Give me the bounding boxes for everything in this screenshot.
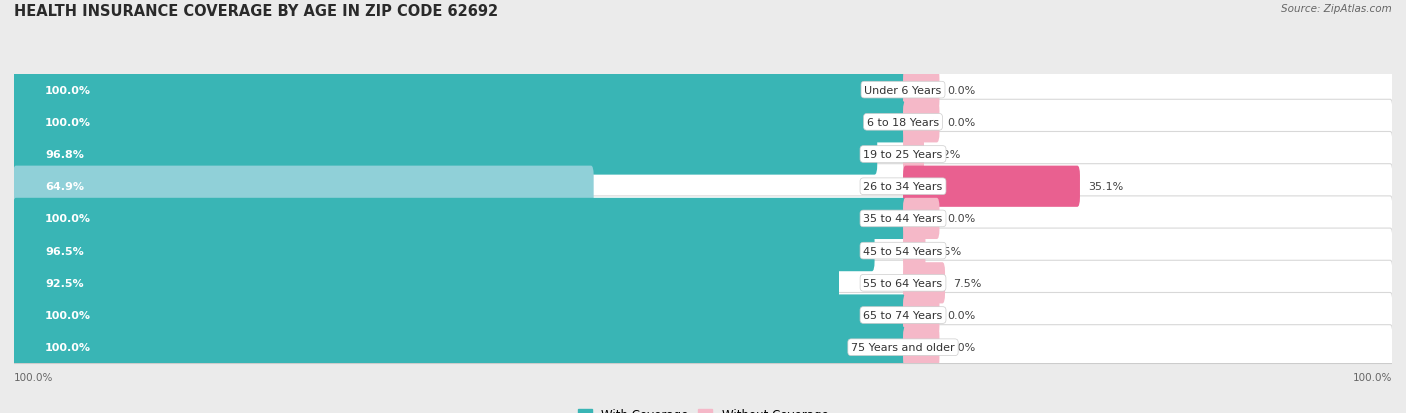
- FancyBboxPatch shape: [13, 295, 905, 336]
- FancyBboxPatch shape: [13, 68, 1393, 113]
- FancyBboxPatch shape: [903, 230, 925, 272]
- FancyBboxPatch shape: [13, 166, 593, 207]
- FancyBboxPatch shape: [903, 295, 939, 336]
- FancyBboxPatch shape: [903, 102, 939, 143]
- FancyBboxPatch shape: [13, 327, 905, 368]
- Text: HEALTH INSURANCE COVERAGE BY AGE IN ZIP CODE 62692: HEALTH INSURANCE COVERAGE BY AGE IN ZIP …: [14, 4, 498, 19]
- Text: 35.1%: 35.1%: [1088, 182, 1123, 192]
- Text: 100.0%: 100.0%: [14, 372, 53, 382]
- FancyBboxPatch shape: [13, 263, 839, 304]
- Text: 96.8%: 96.8%: [45, 150, 84, 160]
- Text: 26 to 34 Years: 26 to 34 Years: [863, 182, 942, 192]
- Text: 6 to 18 Years: 6 to 18 Years: [868, 118, 939, 128]
- FancyBboxPatch shape: [903, 198, 939, 240]
- Text: 100.0%: 100.0%: [45, 85, 91, 95]
- Text: 75 Years and older: 75 Years and older: [851, 342, 955, 352]
- Text: 3.2%: 3.2%: [932, 150, 960, 160]
- FancyBboxPatch shape: [13, 230, 875, 272]
- Text: 100.0%: 100.0%: [1353, 372, 1392, 382]
- Text: 55 to 64 Years: 55 to 64 Years: [863, 278, 942, 288]
- FancyBboxPatch shape: [903, 263, 945, 304]
- FancyBboxPatch shape: [13, 132, 1393, 177]
- FancyBboxPatch shape: [903, 327, 939, 368]
- FancyBboxPatch shape: [13, 70, 905, 111]
- FancyBboxPatch shape: [13, 197, 1393, 241]
- Text: 100.0%: 100.0%: [45, 342, 91, 352]
- Text: 100.0%: 100.0%: [45, 214, 91, 224]
- FancyBboxPatch shape: [13, 198, 905, 240]
- FancyBboxPatch shape: [903, 70, 939, 111]
- Text: 0.0%: 0.0%: [948, 310, 976, 320]
- Text: 65 to 74 Years: 65 to 74 Years: [863, 310, 942, 320]
- Text: 45 to 54 Years: 45 to 54 Years: [863, 246, 942, 256]
- Text: 64.9%: 64.9%: [45, 182, 84, 192]
- Text: 3.5%: 3.5%: [934, 246, 962, 256]
- FancyBboxPatch shape: [13, 261, 1393, 306]
- FancyBboxPatch shape: [13, 102, 905, 143]
- Text: Under 6 Years: Under 6 Years: [865, 85, 942, 95]
- Legend: With Coverage, Without Coverage: With Coverage, Without Coverage: [578, 408, 828, 413]
- Text: 100.0%: 100.0%: [45, 310, 91, 320]
- Text: 0.0%: 0.0%: [948, 118, 976, 128]
- Text: 92.5%: 92.5%: [45, 278, 84, 288]
- FancyBboxPatch shape: [903, 166, 1080, 207]
- Text: 7.5%: 7.5%: [953, 278, 981, 288]
- Text: 100.0%: 100.0%: [45, 118, 91, 128]
- FancyBboxPatch shape: [13, 325, 1393, 370]
- FancyBboxPatch shape: [13, 293, 1393, 338]
- Text: Source: ZipAtlas.com: Source: ZipAtlas.com: [1281, 4, 1392, 14]
- FancyBboxPatch shape: [903, 134, 924, 175]
- FancyBboxPatch shape: [13, 228, 1393, 273]
- Text: 0.0%: 0.0%: [948, 214, 976, 224]
- FancyBboxPatch shape: [13, 164, 1393, 209]
- FancyBboxPatch shape: [13, 100, 1393, 145]
- FancyBboxPatch shape: [13, 134, 877, 175]
- Text: 0.0%: 0.0%: [948, 85, 976, 95]
- Text: 35 to 44 Years: 35 to 44 Years: [863, 214, 942, 224]
- Text: 0.0%: 0.0%: [948, 342, 976, 352]
- Text: 19 to 25 Years: 19 to 25 Years: [863, 150, 942, 160]
- Text: 96.5%: 96.5%: [45, 246, 84, 256]
